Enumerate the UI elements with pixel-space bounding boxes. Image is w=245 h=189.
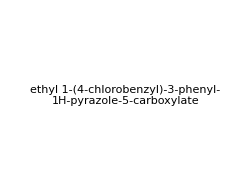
- Text: ethyl 1-(4-chlorobenzyl)-3-phenyl-
1H-pyrazole-5-carboxylate: ethyl 1-(4-chlorobenzyl)-3-phenyl- 1H-py…: [30, 85, 221, 106]
